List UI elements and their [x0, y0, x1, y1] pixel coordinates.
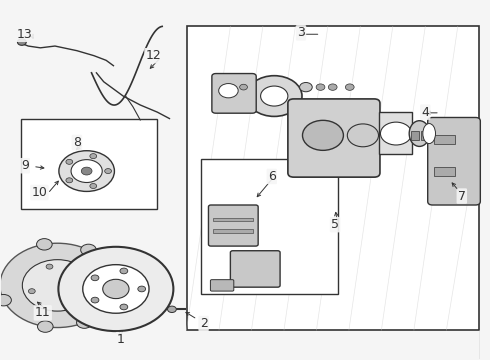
Circle shape — [66, 178, 73, 183]
Circle shape — [168, 306, 176, 312]
Circle shape — [71, 159, 102, 183]
Circle shape — [23, 260, 93, 311]
Bar — [213, 217, 253, 221]
Circle shape — [18, 39, 26, 45]
Circle shape — [240, 84, 247, 90]
Circle shape — [79, 277, 86, 282]
Bar — [187, 26, 479, 330]
Circle shape — [261, 86, 288, 106]
Circle shape — [347, 124, 378, 147]
Circle shape — [345, 84, 354, 90]
Bar — [421, 131, 430, 140]
Text: 8: 8 — [73, 136, 81, 149]
Circle shape — [302, 120, 343, 150]
Circle shape — [38, 321, 53, 332]
Circle shape — [76, 317, 92, 328]
FancyBboxPatch shape — [208, 205, 258, 246]
Circle shape — [316, 84, 325, 90]
Circle shape — [91, 297, 99, 303]
Text: 1: 1 — [117, 333, 124, 346]
Circle shape — [58, 247, 173, 331]
Circle shape — [37, 239, 52, 250]
Circle shape — [28, 289, 35, 294]
Text: 9: 9 — [21, 159, 29, 172]
Text: 5: 5 — [331, 218, 339, 231]
Circle shape — [83, 265, 149, 313]
Text: 3: 3 — [297, 26, 305, 39]
Circle shape — [62, 302, 69, 307]
Circle shape — [380, 122, 412, 145]
Circle shape — [90, 184, 97, 189]
Circle shape — [120, 268, 128, 274]
Bar — [21, 119, 157, 208]
Text: 2: 2 — [199, 317, 208, 330]
Text: 7: 7 — [458, 190, 466, 203]
Circle shape — [90, 154, 97, 159]
Circle shape — [328, 84, 337, 90]
Text: 6: 6 — [268, 170, 276, 183]
Bar — [411, 131, 419, 140]
Text: 13: 13 — [17, 28, 33, 41]
Circle shape — [120, 304, 128, 310]
Text: 10: 10 — [31, 186, 48, 199]
FancyBboxPatch shape — [230, 251, 280, 287]
Circle shape — [219, 84, 238, 98]
FancyBboxPatch shape — [288, 99, 380, 177]
FancyBboxPatch shape — [212, 73, 256, 113]
Bar — [379, 112, 412, 154]
Ellipse shape — [299, 82, 312, 92]
Circle shape — [81, 244, 96, 256]
Circle shape — [105, 168, 112, 174]
FancyBboxPatch shape — [428, 117, 480, 205]
Bar — [434, 135, 455, 144]
Ellipse shape — [423, 123, 436, 144]
Circle shape — [81, 167, 92, 175]
Text: 4: 4 — [421, 105, 429, 119]
Ellipse shape — [409, 121, 430, 147]
Text: 11: 11 — [35, 306, 50, 319]
Circle shape — [138, 286, 146, 292]
Circle shape — [66, 159, 73, 164]
Text: 12: 12 — [146, 49, 161, 62]
Circle shape — [46, 264, 53, 269]
Circle shape — [91, 275, 99, 281]
Circle shape — [103, 279, 129, 298]
Bar — [201, 158, 338, 294]
Circle shape — [0, 294, 11, 306]
Bar — [213, 229, 253, 233]
Bar — [434, 167, 455, 176]
Circle shape — [104, 267, 120, 279]
Circle shape — [246, 76, 302, 116]
FancyBboxPatch shape — [210, 280, 234, 291]
Circle shape — [59, 151, 115, 192]
Circle shape — [0, 243, 115, 328]
